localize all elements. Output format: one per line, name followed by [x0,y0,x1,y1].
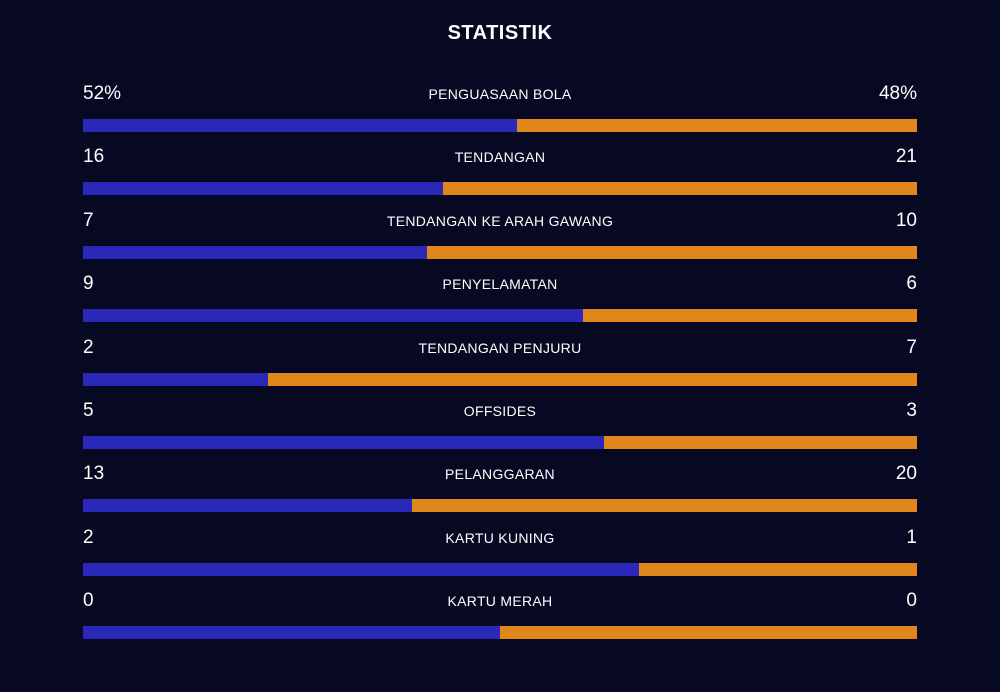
comparison-bar [83,309,917,323]
home-value: 5 [83,399,94,421]
home-value: 52% [83,83,122,104]
home-value: 0 [83,590,94,612]
stat-row: TENDANGAN PENJURU 2 7 [83,334,917,397]
stat-label: TENDANGAN PENJURU [418,339,582,356]
stat-label: OFFSIDES [463,402,537,419]
stat-label: PELANGGARAN [445,466,555,483]
home-bar-fill [83,119,517,132]
stat-header: KARTU MERAH 0 0 [83,587,917,615]
away-bar-fill [583,309,917,323]
away-bar-fill [604,435,917,449]
stat-header: TENDANGAN 16 21 [83,143,917,171]
stat-label: TENDANGAN KE ARAH GAWANG [386,212,614,229]
home-value: 7 [83,209,94,231]
home-value: 2 [83,526,94,548]
stat-header: PELANGGARAN 13 20 [83,460,917,488]
stat-header: OFFSIDES 5 3 [83,397,917,425]
comparison-bar [83,372,917,386]
away-value: 48% [878,83,917,104]
stats-list: PENGUASAAN BOLA 52% 48% TENDANGAN 16 21 TENDAN… [83,80,917,651]
stat-row: PELANGGARAN 13 20 [83,460,917,523]
stat-label: TENDANGAN [454,149,546,166]
away-value: 21 [895,146,917,168]
away-value: 1 [906,526,917,548]
stat-label: KARTU MERAH [447,593,553,610]
stat-header: PENYELAMATAN 9 6 [83,270,917,298]
away-bar-fill [443,182,917,196]
comparison-bar [83,626,917,640]
stat-row: KARTU MERAH 0 0 [83,587,917,650]
stat-label: PENYELAMATAN [442,276,558,293]
stat-header: TENDANGAN KE ARAH GAWANG 7 10 [83,207,917,235]
stat-row: TENDANGAN KE ARAH GAWANG 7 10 [83,207,917,270]
away-bar-fill [411,499,917,513]
stat-row: PENGUASAAN BOLA 52% 48% [83,80,917,143]
home-bar-fill [83,626,500,640]
home-value: 13 [83,463,105,485]
away-bar-fill [268,372,917,386]
comparison-bar [83,562,917,576]
stat-label: PENGUASAAN BOLA [428,86,572,102]
comparison-bar [83,435,917,449]
away-bar-fill [426,245,917,259]
stat-header: TENDANGAN PENJURU 2 7 [83,334,917,362]
comparison-bar [83,499,917,513]
home-bar-fill [83,309,584,323]
away-bar-fill [500,626,917,640]
stat-row: KARTU KUNING 2 1 [83,524,917,587]
stat-row: OFFSIDES 5 3 [83,397,917,460]
stat-row: PENYELAMATAN 9 6 [83,270,917,333]
away-value: 10 [895,209,917,231]
home-bar-fill [83,562,640,576]
home-value: 2 [83,336,94,358]
away-bar-fill [516,119,917,132]
comparison-bar [83,182,917,196]
home-value: 16 [83,146,105,168]
home-bar-fill [83,435,605,449]
stat-label: KARTU KUNING [445,529,555,546]
home-value: 9 [83,273,94,295]
home-bar-fill [83,499,412,513]
home-bar-fill [83,372,269,386]
comparison-bar [83,245,917,259]
stat-row: TENDANGAN 16 21 [83,143,917,206]
away-value: 3 [906,399,917,421]
away-value: 20 [895,463,917,485]
away-bar-fill [639,562,917,576]
stat-header: KARTU KUNING 2 1 [83,524,917,552]
home-bar-fill [83,245,427,259]
stats-title: STATISTIK [447,22,553,44]
comparison-bar [83,119,917,132]
stat-header: PENGUASAAN BOLA 52% 48% [83,80,917,108]
away-value: 7 [906,336,917,358]
away-value: 6 [906,273,917,295]
away-value: 0 [906,590,917,612]
home-bar-fill [83,182,444,196]
